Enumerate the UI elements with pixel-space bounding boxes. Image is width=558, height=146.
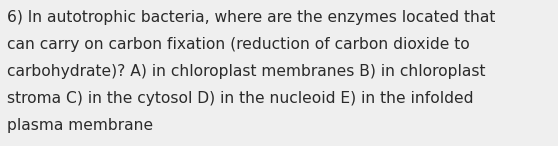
Text: carbohydrate)? A) in chloroplast membranes B) in chloroplast: carbohydrate)? A) in chloroplast membran…: [7, 64, 486, 79]
Text: 6) In autotrophic bacteria, where are the enzymes located that: 6) In autotrophic bacteria, where are th…: [7, 10, 496, 25]
Text: can carry on carbon fixation (reduction of carbon dioxide to: can carry on carbon fixation (reduction …: [7, 37, 470, 52]
Text: plasma membrane: plasma membrane: [7, 118, 153, 133]
Text: stroma C) in the cytosol D) in the nucleoid E) in the infolded: stroma C) in the cytosol D) in the nucle…: [7, 91, 474, 106]
